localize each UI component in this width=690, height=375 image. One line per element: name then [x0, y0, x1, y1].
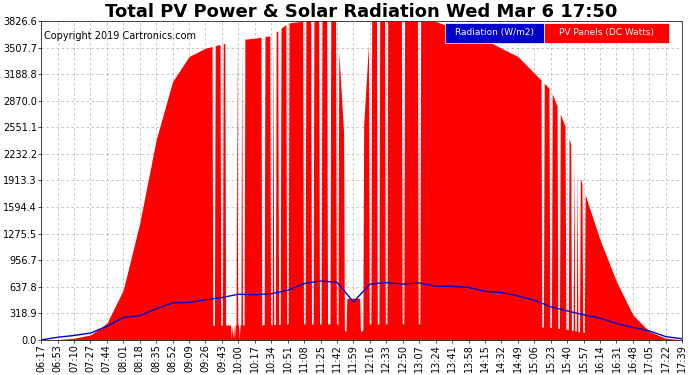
Text: PV Panels (DC Watts): PV Panels (DC Watts): [560, 28, 654, 38]
Text: Copyright 2019 Cartronics.com: Copyright 2019 Cartronics.com: [44, 30, 196, 40]
FancyBboxPatch shape: [445, 22, 544, 43]
Text: Radiation (W/m2): Radiation (W/m2): [455, 28, 534, 38]
FancyBboxPatch shape: [544, 22, 669, 43]
Title: Total PV Power & Solar Radiation Wed Mar 6 17:50: Total PV Power & Solar Radiation Wed Mar…: [106, 3, 618, 21]
